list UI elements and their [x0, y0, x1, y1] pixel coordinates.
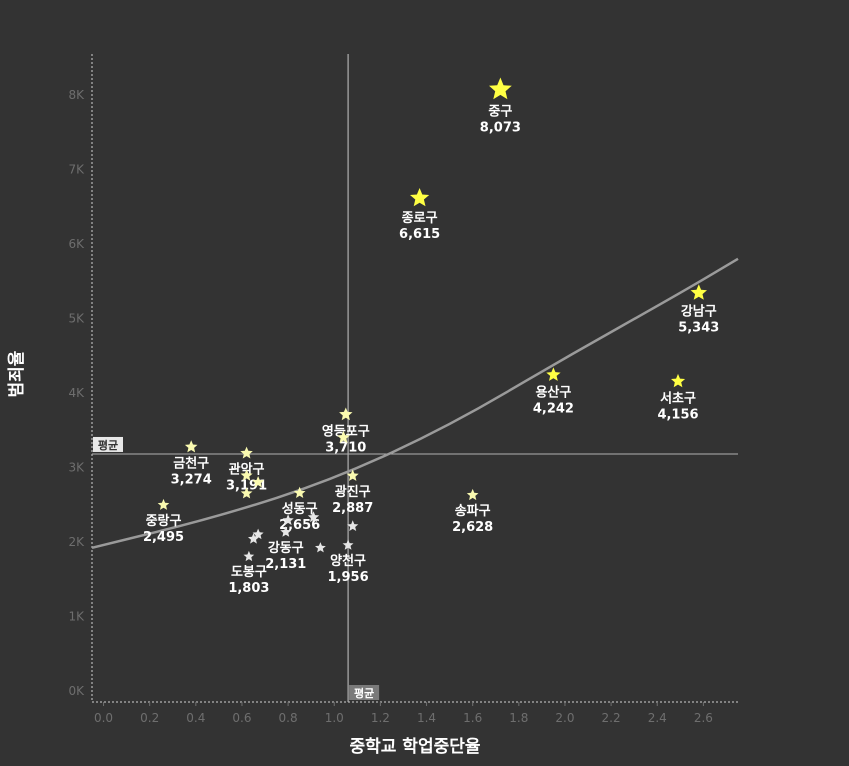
data-point-star: [339, 407, 353, 421]
point-value-label: 4,156: [657, 408, 698, 423]
point-value-label: 2,887: [332, 501, 373, 516]
point-value-label: 8,073: [480, 121, 521, 136]
point-name-label: 광진구: [335, 484, 371, 500]
y-tick-label: 3K: [68, 460, 85, 474]
data-point-star: [690, 284, 707, 300]
x-tick-label: 1.6: [463, 711, 482, 725]
data-point-star: [307, 511, 320, 523]
x-tick-label: 0.0: [94, 711, 113, 725]
data-point-star: [346, 469, 359, 481]
y-tick-label: 7K: [68, 162, 85, 176]
data-point-star: [248, 533, 259, 544]
data-point-star: [243, 550, 255, 562]
point-name-label: 영등포구: [322, 425, 370, 440]
x-tick-label: 2.0: [555, 711, 574, 725]
point-value-label: 3,710: [325, 441, 366, 456]
data-point-star: [410, 188, 430, 207]
data-point-star: [240, 446, 253, 459]
x-tick-label: 2.2: [602, 711, 621, 725]
data-point-star: [337, 430, 350, 444]
x-tick-label: 0.4: [186, 711, 205, 725]
data-point-star: [240, 487, 253, 499]
point-value-label: 1,803: [228, 581, 269, 596]
x-tick-label: 2.4: [648, 711, 667, 725]
x-tick-label: 0.8: [279, 711, 298, 725]
average-y-label: 평균: [98, 438, 118, 452]
y-tick-label: 8K: [68, 88, 85, 102]
point-name-label: 중구: [488, 105, 512, 120]
average-x-label: 평균: [354, 686, 374, 700]
point-name-label: 양천구: [330, 554, 366, 569]
data-point-star: [489, 77, 512, 100]
point-value-label: 6,615: [399, 227, 440, 242]
x-tick-label: 0.2: [140, 711, 159, 725]
point-value-label: 2,495: [143, 530, 184, 545]
point-name-label: 중랑구: [146, 514, 182, 529]
x-axis-title: 중학교 학업중단율: [349, 737, 481, 757]
point-name-label: 종로구: [402, 211, 438, 226]
y-axis-title: 범죄율: [7, 350, 27, 398]
point-value-label: 5,343: [678, 320, 719, 335]
y-tick-label: 5K: [68, 311, 85, 325]
y-tick-label: 4K: [68, 386, 85, 400]
data-point-star: [466, 488, 479, 501]
point-name-label: 도봉구: [231, 565, 267, 580]
point-name-label: 서초구: [660, 392, 696, 407]
y-tick-label: 2K: [68, 535, 85, 549]
data-point-star: [252, 476, 265, 488]
y-tick-label: 0K: [68, 684, 85, 698]
data-point-star: [184, 440, 198, 453]
data-point-star: [315, 542, 326, 553]
point-name-label: 성동구: [282, 502, 318, 517]
point-name-label: 용산구: [535, 384, 571, 400]
x-tick-label: 2.6: [694, 711, 713, 725]
x-tick-label: 0.6: [232, 711, 251, 725]
point-value-label: 4,242: [533, 401, 574, 416]
y-tick-label: 6K: [68, 237, 85, 251]
point-value-label: 1,956: [328, 570, 369, 585]
data-point-star: [280, 526, 292, 537]
x-tick-label: 1.8: [509, 711, 528, 725]
data-point-star: [342, 539, 354, 550]
point-name-label: 금천구: [173, 457, 209, 472]
point-name-label: 강남구: [681, 303, 717, 319]
point-value-label: 3,274: [171, 473, 212, 488]
data-point-star: [252, 528, 264, 540]
data-point-star: [282, 514, 294, 526]
x-tick-label: 1.2: [371, 711, 390, 725]
data-point-star: [671, 373, 686, 388]
x-tick-label: 1.4: [417, 711, 436, 725]
data-point-star: [347, 520, 359, 531]
x-tick-label: 1.0: [325, 711, 344, 725]
average-x-label-bg: [349, 685, 380, 700]
point-name-label: 강동구: [268, 540, 304, 556]
data-point-star: [293, 486, 306, 498]
point-value-label: 2,628: [452, 520, 493, 535]
data-point-star: [240, 469, 253, 481]
data-point-star: [157, 498, 170, 510]
point-name-label: 송파구: [455, 504, 491, 519]
average-y-label-bg: [93, 436, 123, 452]
data-point-star: [546, 367, 561, 381]
trend-line: [91, 257, 739, 550]
y-tick-label: 1K: [68, 609, 85, 623]
point-value-label: 2,131: [265, 557, 306, 572]
